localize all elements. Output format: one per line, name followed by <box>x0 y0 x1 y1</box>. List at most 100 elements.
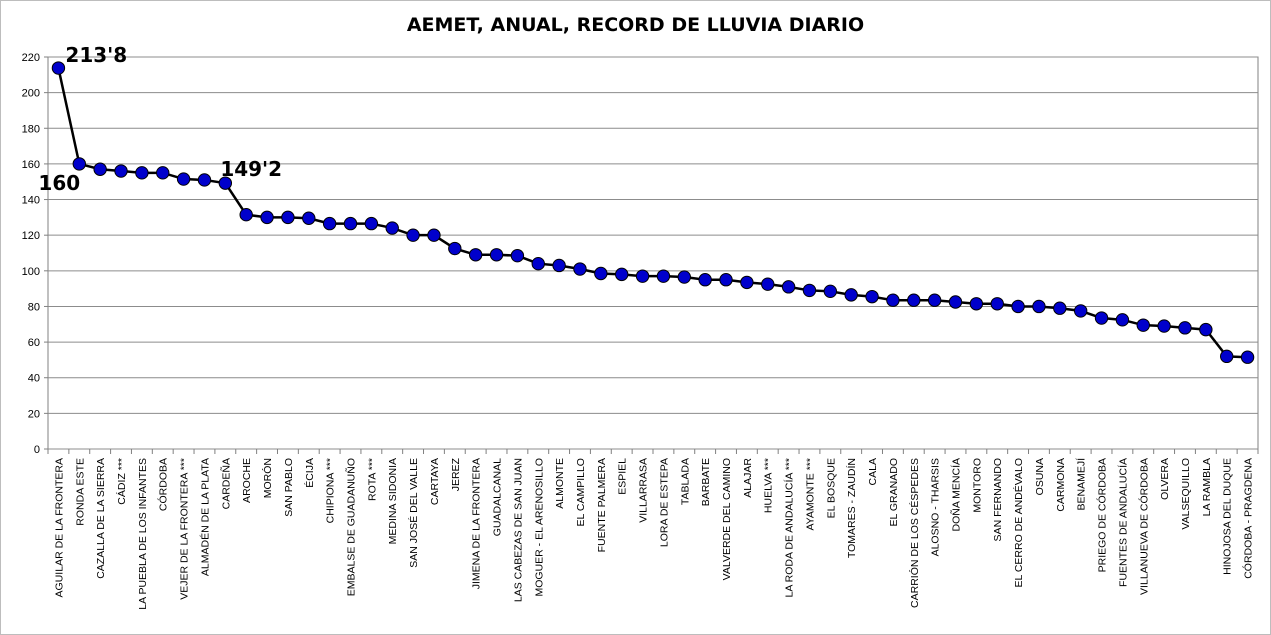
data-point <box>907 293 921 307</box>
x-tick-label: ÉCIJA <box>303 458 316 488</box>
x-tick-label: CARMONA <box>1055 458 1067 512</box>
y-tick-label: 80 <box>28 301 40 313</box>
x-tick-label: MOGUER - EL ARENOSILLO <box>533 458 545 596</box>
data-point <box>468 248 483 262</box>
data-point <box>531 256 545 271</box>
data-point <box>1157 319 1171 333</box>
x-tick-label: ALOSNO - THARSIS <box>930 458 942 556</box>
x-tick-label: LORA DE ESTEPA <box>658 458 670 547</box>
data-point <box>719 273 733 287</box>
data-point <box>1115 313 1130 327</box>
x-tick-label: EL CAMPILLO <box>575 458 587 526</box>
x-tick-label: LA PUEBLA DE LOS INFANTES <box>137 458 149 610</box>
x-tick-label: FUENTES DE ANDALUCÍA <box>1116 458 1129 587</box>
x-tick-label: ROTA *** <box>366 458 378 501</box>
x-tick-label: DOÑA MENCÍA <box>950 458 963 532</box>
x-tick-label: HUELVA *** <box>763 458 775 513</box>
x-tick-label: EL GRANADO <box>888 458 900 526</box>
y-tick-label: 120 <box>22 230 40 242</box>
x-tick-label: VILLARRASA <box>638 458 650 523</box>
data-label: 149'2 <box>220 157 282 181</box>
y-tick-label: 140 <box>22 195 40 207</box>
x-tick-label: CÓRDOBA - PRAGDENA <box>1242 458 1255 579</box>
x-tick-label: EL CERRO DE ANDÉVALO <box>1012 458 1025 588</box>
data-point <box>135 166 149 180</box>
x-tick-label: MONTORO <box>971 458 983 513</box>
data-point <box>260 210 274 225</box>
data-point <box>1220 349 1234 364</box>
x-tick-label: CHIPIONA *** <box>325 458 337 523</box>
y-tick-label: 160 <box>22 159 40 171</box>
data-points <box>51 61 1255 364</box>
y-tick-label: 40 <box>28 373 40 385</box>
data-point <box>281 210 295 225</box>
data-point <box>1199 322 1213 337</box>
y-axis: 0 20 40 60 80 100 120 140 160 180 200 220 <box>22 52 48 456</box>
data-point <box>948 295 963 309</box>
data-point <box>1053 301 1067 315</box>
data-point <box>844 288 858 302</box>
series-line <box>57 67 1248 359</box>
x-tick-label: ESPIEL <box>617 458 629 495</box>
x-tick-label: CARDEÑA <box>219 458 232 509</box>
data-point <box>823 284 838 299</box>
data-point <box>427 228 441 242</box>
data-label: 160 <box>38 171 80 195</box>
x-tick-label: TOMARES - ZAUDÍN <box>845 458 858 558</box>
data-point <box>635 269 650 283</box>
plot-area <box>47 56 1259 450</box>
data-point <box>1136 318 1150 332</box>
data-point <box>1094 311 1109 325</box>
x-tick-label: PRIEGO DE CÓRDOBA <box>1096 458 1109 572</box>
x-tick-label: EL BOSQUE <box>825 458 837 518</box>
data-point <box>552 258 566 273</box>
x-tick-label: GUADALCANAL <box>492 458 504 536</box>
x-tick-label: CALA <box>867 458 879 485</box>
data-point <box>761 277 775 291</box>
data-point <box>72 157 86 171</box>
data-point <box>990 297 1004 311</box>
x-tick-label: VALVERDE DEL CAMINO <box>721 458 733 580</box>
chart-title: AEMET, ANUAL, RECORD DE LLUVIA DIARIO <box>406 14 865 36</box>
data-point <box>156 166 170 180</box>
x-tick-label: VILLANUEVA DE CÓRDOBA <box>1137 458 1150 595</box>
data-point <box>176 172 191 186</box>
data-point <box>51 61 66 75</box>
series-polyline <box>57 67 1248 359</box>
data-point <box>448 241 462 256</box>
data-point <box>343 216 358 231</box>
x-tick-label: BENAMEJÍ <box>1075 458 1088 511</box>
y-tick-label: 60 <box>28 337 40 349</box>
data-point <box>1178 321 1192 335</box>
data-point <box>573 262 587 276</box>
x-tick-label: VEJER DE LA FRONTERA *** <box>179 458 191 600</box>
data-point <box>865 289 879 304</box>
data-point <box>364 216 379 231</box>
data-label: 213'8 <box>65 43 127 67</box>
x-tick-label: JIMENA DE LA FRONTERA <box>471 458 483 589</box>
y-tick-label: 100 <box>22 266 40 278</box>
x-tick-label: EMBALSE DE GUADANUÑO <box>345 458 358 596</box>
y-tick-label: 200 <box>22 88 40 100</box>
x-tick-label: ALMADÉN DE LA PLATA <box>198 458 211 576</box>
data-point <box>969 297 984 311</box>
grid-lines <box>47 56 1259 450</box>
data-point <box>510 248 525 263</box>
x-tick-label: SAN JOSÉ DEL VALLE <box>407 458 420 568</box>
data-point <box>385 221 399 235</box>
annotations: 213'8 160 149'2 <box>38 43 282 195</box>
x-tick-label: MEDINA SIDONIA <box>387 458 399 544</box>
data-point <box>1240 350 1255 364</box>
x-tick-label: CARRIÓN DE LOS CÉSPEDES <box>908 458 921 608</box>
data-point <box>677 270 691 284</box>
data-point <box>886 293 900 307</box>
x-tick-label: SAN PABLO <box>283 458 295 517</box>
data-point <box>802 283 817 298</box>
x-axis: AGUILAR DE LA FRONTERA RONDA ESTE CAZALLA … <box>47 449 1259 610</box>
x-tick-label: LAS CABEZAS DE SAN JUAN <box>512 458 524 602</box>
y-tick-label: 180 <box>22 123 40 135</box>
x-tick-label: JEREZ <box>450 457 462 491</box>
data-point <box>615 267 629 282</box>
